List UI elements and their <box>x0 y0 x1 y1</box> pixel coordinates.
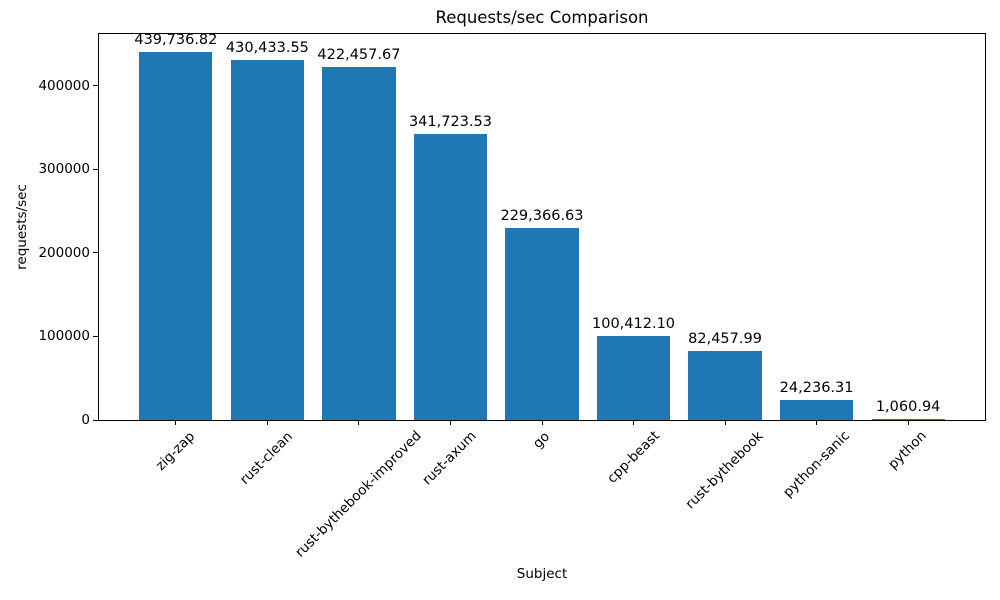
bar-value-label: 430,433.55 <box>225 40 309 57</box>
chart-title: Requests/sec Comparison <box>435 8 649 27</box>
bar-value-label: 229,366.63 <box>500 208 584 225</box>
y-tick-mark <box>93 85 99 87</box>
x-tick-mark <box>724 420 726 425</box>
y-tick-label: 300000 <box>38 161 90 178</box>
y-tick-label: 0 <box>81 412 90 428</box>
bar-value-label: 341,723.53 <box>408 114 492 131</box>
y-tick-mark <box>93 419 99 421</box>
bar-value-label: 100,412.10 <box>592 316 676 333</box>
x-tick-label: rust-bythebook <box>682 428 767 513</box>
x-tick-label: rust-bythebook-improved <box>292 428 425 562</box>
plot-area: 0 100000 200000 300000 400000 439,736.82 zig-z… <box>38 32 986 561</box>
bar-rust-clean <box>230 60 305 420</box>
x-tick-label: python <box>885 428 930 473</box>
y-tick-mark <box>93 168 99 170</box>
bar-rust-bythebook-improved <box>322 66 396 420</box>
x-tick-label: rust-clean <box>237 428 297 488</box>
y-tick-label: 100000 <box>38 328 90 345</box>
x-tick-label: cpp-beast <box>603 428 663 487</box>
x-tick-mark <box>816 420 818 425</box>
x-tick-label: python-sanic <box>779 428 853 502</box>
bar-value-label: 422,457.67 <box>317 46 401 63</box>
y-tick-mark <box>93 335 99 337</box>
bar-rust-bythebook <box>688 351 762 420</box>
y-tick-mark <box>93 252 99 254</box>
x-tick-label: zig-zap <box>152 428 199 474</box>
x-axis-label: Subject <box>516 566 568 582</box>
x-tick-mark <box>449 420 451 425</box>
bar-value-label: 1,060.94 <box>875 399 941 416</box>
bar-python <box>871 419 945 420</box>
x-tick-mark <box>266 420 268 425</box>
y-tick-label: 400000 <box>38 77 90 94</box>
x-tick-mark <box>541 420 543 425</box>
bar-value-label: 24,236.31 <box>779 379 854 396</box>
x-tick-label: go <box>529 428 554 452</box>
bar-value-label: 82,457.99 <box>688 331 762 348</box>
bar-value-label: 439,736.82 <box>134 32 218 49</box>
bar-python-sanic <box>779 399 854 420</box>
x-tick-mark <box>633 420 635 425</box>
y-tick-label: 200000 <box>38 244 90 261</box>
bar-rust-axum <box>413 134 488 420</box>
bar-go <box>505 228 579 420</box>
bar-cpp-beast <box>596 336 671 420</box>
bar-zig-zap <box>139 52 213 420</box>
y-axis-label: requests/sec <box>14 184 30 270</box>
x-tick-mark <box>907 420 909 425</box>
x-tick-mark <box>358 420 360 425</box>
x-tick-label: rust-axum <box>419 428 481 489</box>
x-tick-mark <box>175 420 177 425</box>
